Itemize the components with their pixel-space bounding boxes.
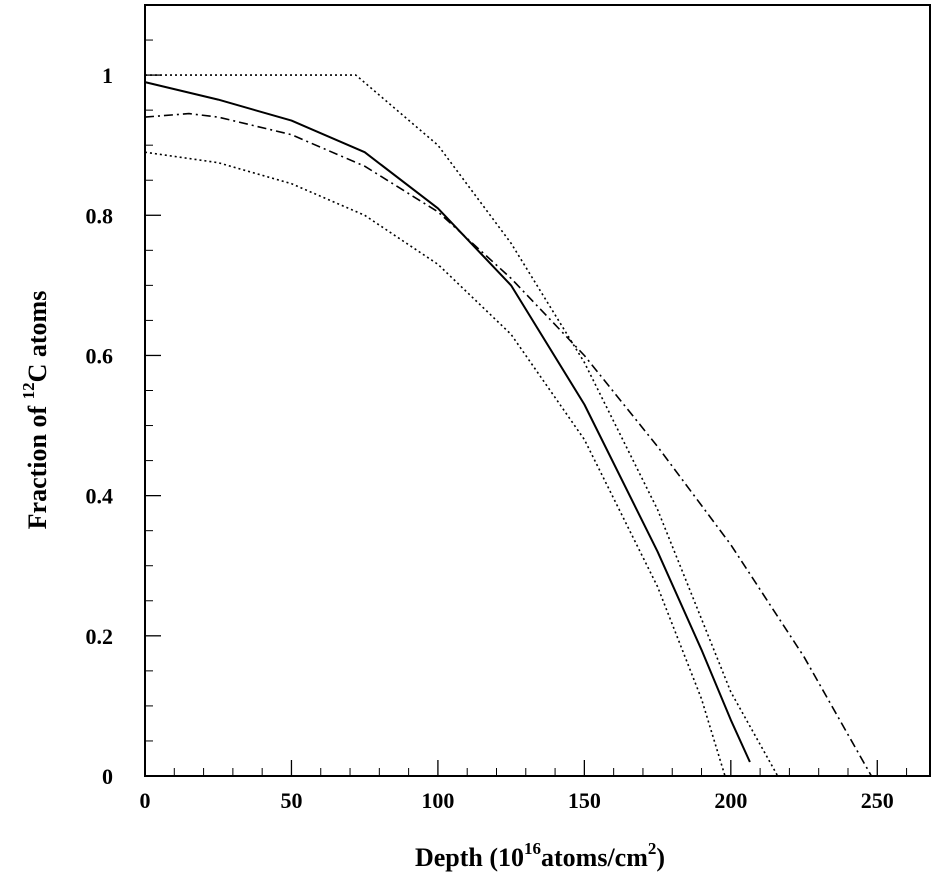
x-axis-title-prefix: Depth (10 xyxy=(415,843,524,872)
x-axis-title: Depth (1016atoms/cm2) xyxy=(415,839,665,872)
y-axis-title: Fraction of 12C atoms xyxy=(19,291,52,530)
series-layer xyxy=(144,74,873,777)
x-tick-label: 100 xyxy=(421,788,454,813)
y-tick-label: 0.8 xyxy=(86,203,114,228)
x-tick-label: 250 xyxy=(861,788,894,813)
x-minor-ticks xyxy=(173,768,908,776)
y-minor-ticks xyxy=(145,39,153,742)
x-tick-label: 200 xyxy=(714,788,747,813)
series-solid-0 xyxy=(144,81,751,763)
x-axis-title-sup1: 16 xyxy=(524,839,541,858)
series-dotted-2 xyxy=(145,74,779,777)
series-dotted-3 xyxy=(144,151,726,777)
y-tick-labels: 0 0.2 0.4 0.6 0.8 1 xyxy=(86,63,114,789)
x-tick-label: 0 xyxy=(140,788,151,813)
x-major-ticks xyxy=(144,760,878,776)
y-axis-title-prefix: Fraction of xyxy=(23,399,52,529)
y-tick-label: 0.2 xyxy=(86,624,114,649)
x-tick-labels: 0 50 100 150 200 250 xyxy=(140,788,894,813)
x-axis-title-sup2: 2 xyxy=(648,839,657,858)
y-axis-title-sup: 12 xyxy=(19,382,38,399)
x-tick-label: 50 xyxy=(280,788,302,813)
y-axis-title-suffix: C atoms xyxy=(23,291,52,383)
plot-frame xyxy=(144,4,931,777)
y-tick-label: 1 xyxy=(102,63,113,88)
y-tick-label: 0.6 xyxy=(86,343,114,368)
x-tick-label: 150 xyxy=(568,788,601,813)
series-dashdot-1 xyxy=(144,112,873,777)
y-tick-label: 0.4 xyxy=(86,484,114,509)
y-tick-label: 0 xyxy=(102,764,113,789)
x-axis-title-suffix: ) xyxy=(656,843,665,872)
x-axis-title-middle: atoms/cm xyxy=(541,843,648,872)
